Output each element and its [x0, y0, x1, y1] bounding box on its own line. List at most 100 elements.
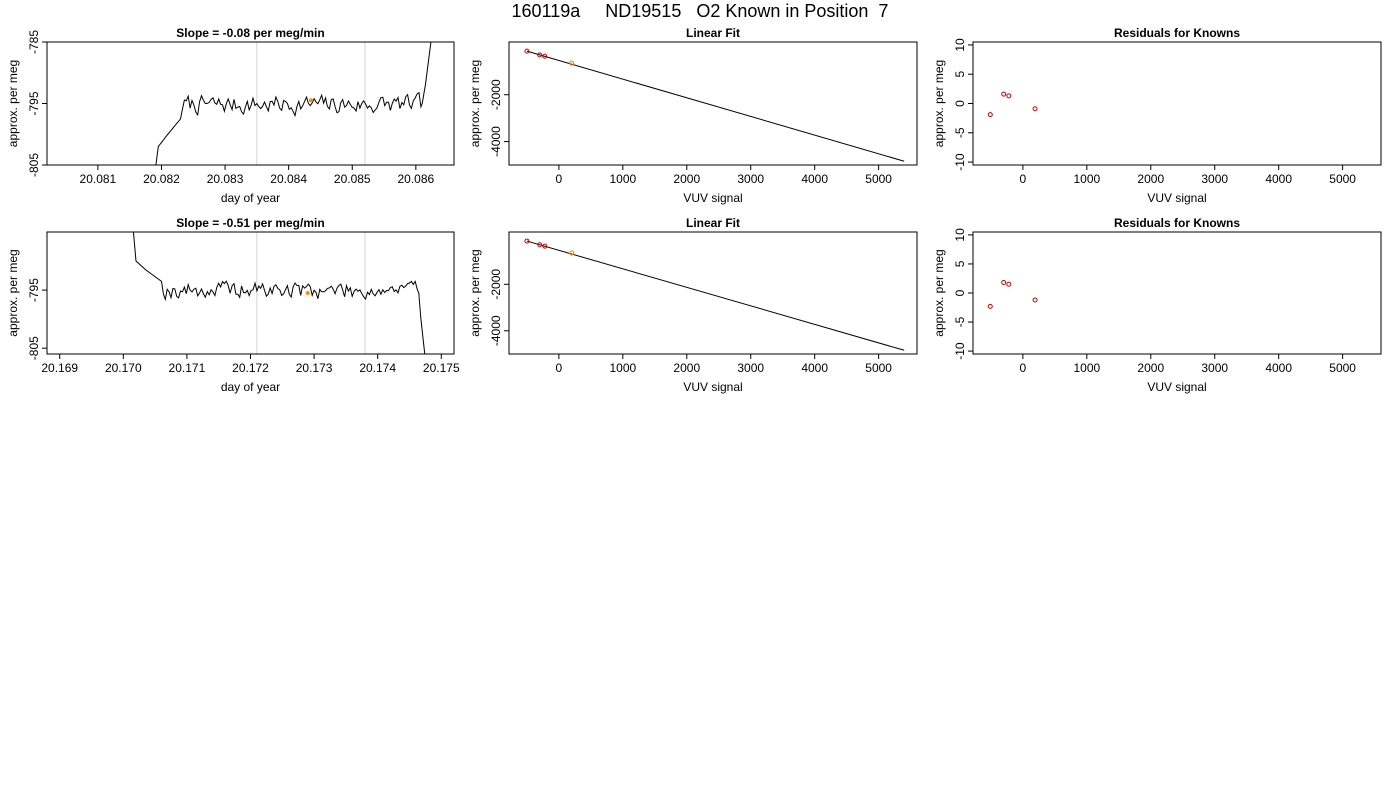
y-tick-label: -4000: [489, 126, 503, 157]
data-point: [1032, 106, 1038, 112]
x-tick-label: 5000: [865, 361, 892, 375]
plot-frame: [46, 41, 455, 166]
x-tick-label: 1000: [1073, 361, 1100, 375]
current-point-marker: [308, 98, 313, 103]
x-axis-label: VUV signal: [683, 380, 742, 394]
data-point: [1001, 280, 1007, 286]
x-tick-label: 5000: [865, 172, 892, 186]
x-tick-label: 5000: [1329, 361, 1356, 375]
x-axis-label: VUV signal: [683, 191, 742, 205]
y-tick-label: 5: [953, 71, 967, 78]
x-tick-label: 1000: [1073, 172, 1100, 186]
x-tick-label: 20.083: [207, 172, 244, 186]
y-tick-label: -5: [953, 316, 967, 327]
highlight-point: [569, 60, 575, 66]
plot-area: [155, 42, 432, 165]
y-tick-label: -2000: [489, 79, 503, 110]
x-tick-label: 20.085: [334, 172, 371, 186]
x-tick-label: 3000: [737, 172, 764, 186]
data-point: [1001, 91, 1007, 97]
x-axis-label: day of year: [221, 380, 280, 394]
x-tick-label: 4000: [1265, 172, 1292, 186]
y-axis-label: approx. per meg: [6, 249, 20, 336]
y-axis-label: approx. per meg: [468, 249, 482, 336]
y-axis-label: approx. per meg: [468, 60, 482, 147]
panel-title: Linear Fit: [686, 26, 740, 40]
panel-title: Linear Fit: [686, 216, 740, 230]
y-tick-label: -795: [27, 91, 41, 115]
x-tick-label: 1000: [609, 361, 636, 375]
plot-area: [524, 48, 905, 162]
x-tick-label: 20.175: [423, 361, 460, 375]
x-tick-label: 2000: [673, 172, 700, 186]
x-tick-label: 4000: [801, 172, 828, 186]
figure-title: 160119a ND19515 O2 Known in Position 7: [511, 1, 889, 21]
y-tick-label: -4000: [489, 315, 503, 346]
data-point: [987, 112, 993, 118]
x-axis-label: day of year: [221, 191, 280, 205]
fit-line: [526, 240, 905, 351]
plot-area: [524, 238, 905, 351]
x-tick-label: 20.082: [143, 172, 180, 186]
x-tick-label: 20.174: [359, 361, 396, 375]
panel-title: Residuals for Knowns: [1114, 216, 1240, 230]
x-axis-label: VUV signal: [1147, 191, 1206, 205]
y-axis-label: approx. per meg: [932, 249, 946, 336]
fit-line: [526, 50, 905, 162]
y-tick-label: -10: [953, 153, 967, 171]
x-tick-label: 0: [1020, 172, 1027, 186]
x-tick-label: 2000: [1137, 172, 1164, 186]
y-tick-label: 0: [953, 100, 967, 107]
y-axis-label: approx. per meg: [932, 60, 946, 147]
plot-area: [987, 280, 1038, 309]
data-point: [524, 238, 530, 244]
x-tick-label: 20.169: [41, 361, 78, 375]
data-point: [987, 303, 993, 309]
data-point: [1006, 93, 1012, 99]
data-point: [537, 52, 543, 58]
y-axis-label: approx. per meg: [6, 60, 20, 147]
plot-frame: [508, 231, 918, 355]
x-tick-label: 20.172: [232, 361, 269, 375]
x-tick-label: 20.171: [169, 361, 206, 375]
x-tick-label: 0: [1020, 361, 1027, 375]
x-tick-label: 2000: [673, 361, 700, 375]
x-tick-label: 5000: [1329, 172, 1356, 186]
x-tick-label: 1000: [609, 172, 636, 186]
x-tick-label: 3000: [737, 361, 764, 375]
plot-frame: [972, 41, 1382, 166]
x-tick-label: 20.170: [105, 361, 142, 375]
x-tick-label: 4000: [801, 361, 828, 375]
plot-area: [132, 232, 426, 354]
data-point: [542, 53, 548, 59]
y-tick-label: -795: [27, 278, 41, 302]
y-tick-label: -5: [953, 127, 967, 138]
y-tick-label: 10: [953, 228, 967, 242]
data-point: [537, 242, 543, 248]
panel-title: Slope = -0.08 per meg/min: [176, 26, 324, 40]
y-tick-label: 5: [953, 260, 967, 267]
y-tick-label: -785: [27, 30, 41, 54]
y-tick-label: -805: [27, 336, 41, 360]
plot-frame: [972, 231, 1382, 355]
y-tick-label: -10: [953, 342, 967, 360]
x-tick-label: 20.084: [270, 172, 307, 186]
data-point: [1032, 297, 1038, 303]
data-trace: [155, 42, 432, 165]
highlight-point: [569, 250, 575, 256]
y-tick-label: -805: [27, 153, 41, 177]
plot-area: [987, 91, 1038, 118]
x-tick-label: 3000: [1201, 361, 1228, 375]
x-tick-label: 0: [556, 172, 563, 186]
y-tick-label: -2000: [489, 269, 503, 300]
x-tick-label: 0: [556, 361, 563, 375]
data-trace: [132, 232, 426, 354]
x-tick-label: 2000: [1137, 361, 1164, 375]
x-tick-label: 20.086: [397, 172, 434, 186]
plot-frame: [508, 41, 918, 166]
panel-title: Slope = -0.51 per meg/min: [176, 216, 324, 230]
data-point: [1006, 281, 1012, 287]
x-tick-label: 20.081: [80, 172, 117, 186]
current-point-marker: [305, 291, 310, 295]
